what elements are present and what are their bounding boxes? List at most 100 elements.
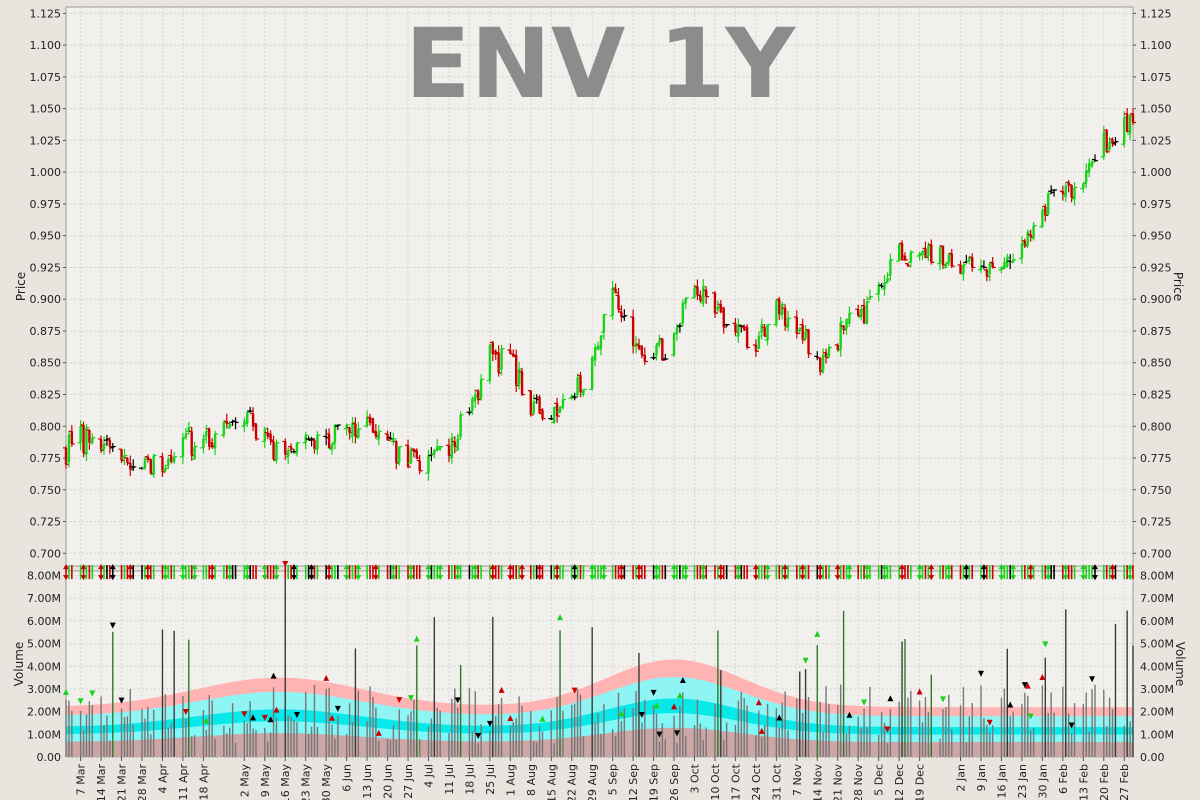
- date-tick-label: 4 Jul: [422, 764, 435, 788]
- date-tick-label: 27 Jun: [402, 764, 415, 799]
- signal-strip-mark: [355, 564, 362, 581]
- volume-tick-label: 5.00M: [1140, 638, 1174, 651]
- ohlc-bar: [1010, 253, 1017, 263]
- signal-strip-mark: [1080, 564, 1087, 581]
- ohlc-bar: [1130, 108, 1136, 126]
- volume-signal-marker: [182, 709, 189, 716]
- price-tick-label: 1.100: [30, 39, 62, 52]
- signal-strip-mark: [326, 564, 333, 581]
- signal-strip-mark: [1010, 564, 1017, 581]
- volume-axis-label-left: Volume: [12, 642, 26, 687]
- ohlc-bar: [244, 411, 251, 427]
- volume-signal-marker: [755, 699, 762, 706]
- ohlc-bar: [720, 306, 727, 334]
- volume-markers: [63, 560, 1096, 739]
- volume-signal-marker: [323, 674, 330, 681]
- volume-signal-marker: [571, 687, 578, 694]
- ohlc-bar: [478, 374, 485, 401]
- ohlc-bar: [68, 425, 75, 447]
- signal-strip-mark: [291, 564, 298, 581]
- volume-y-axis-right: 0.00 1.00M 2.00M 3.00M 4.00M 5.00M 6.00M 7.00M 8…: [1140, 570, 1174, 764]
- volume-signal-marker: [986, 719, 993, 726]
- price-tick-label: 0.775: [1140, 452, 1172, 465]
- volume-signal-marker: [1021, 682, 1028, 689]
- volume-signal-marker: [241, 711, 248, 718]
- ohlc-bar: [641, 347, 648, 365]
- signal-strip-mark: [998, 564, 1005, 581]
- date-tick-label: 13 Feb: [1077, 764, 1090, 800]
- price-axis-label-right: Price: [1171, 272, 1185, 301]
- ohlc-bar: [948, 248, 955, 269]
- ohlc-bar: [384, 430, 391, 441]
- volume-signal-marker: [679, 677, 686, 684]
- price-tick-label: 0.825: [1140, 388, 1172, 401]
- volume-panel: 0.00 1.00M 2.00M 3.00M 4.00M 5.00M 6.00M 7.00M 8…: [12, 560, 1187, 764]
- price-tick-label: 0.750: [1140, 484, 1172, 497]
- date-tick-label: 22 Aug: [566, 764, 579, 800]
- price-tick-label: 0.725: [30, 516, 62, 529]
- signal-strip-mark: [635, 564, 642, 581]
- volume-signal-marker: [676, 692, 683, 699]
- ohlc-bar: [65, 430, 72, 468]
- price-axis-label-left: Price: [14, 272, 28, 301]
- ohlc-bar: [121, 448, 128, 465]
- ohlc-bar: [390, 432, 397, 446]
- ohlc-bar: [969, 253, 976, 272]
- signal-strip-mark: [963, 564, 970, 581]
- signal-strip-mark: [425, 564, 432, 581]
- ohlc-bar: [744, 324, 751, 350]
- price-tick-label: 0.900: [30, 293, 62, 306]
- price-tick-label: 1.100: [1140, 39, 1172, 52]
- ohlc-bar: [1089, 159, 1096, 169]
- price-tick-label: 1.025: [1140, 134, 1172, 147]
- price-y-axis-right: 0.700 0.725 0.750 0.775 0.800 0.825 0.850 0.875…: [1133, 7, 1172, 560]
- volume-tick-label: 2.00M: [27, 706, 61, 719]
- signal-strip-mark: [1062, 564, 1069, 581]
- ohlc-bar: [527, 390, 534, 417]
- price-tick-label: 0.875: [30, 325, 62, 338]
- ohlc-bar: [700, 279, 707, 307]
- volume-tick-label: 2.00M: [1140, 706, 1174, 719]
- signal-strip-mark: [80, 564, 87, 581]
- signal-strip-mark: [179, 564, 186, 581]
- ohlc-bar: [396, 445, 403, 466]
- signal-strip-mark: [273, 564, 280, 581]
- ohlc-bar: [323, 429, 330, 446]
- volume-signal-marker: [656, 731, 663, 738]
- signal-strip-mark: [928, 564, 935, 581]
- signal-strip-mark: [817, 564, 824, 581]
- ohlc-bar: [723, 323, 730, 327]
- signal-strip-mark: [899, 564, 906, 581]
- price-tick-label: 1.050: [1140, 103, 1172, 116]
- ohlc-bar: [1086, 158, 1093, 178]
- signal-strip-mark: [489, 564, 496, 581]
- ohlc-bar: [1051, 189, 1058, 197]
- ohlc-bar: [413, 448, 420, 460]
- signal-strip-mark: [226, 564, 233, 581]
- ohlc-bar: [600, 313, 607, 340]
- date-tick-label: 12 Dec: [893, 764, 906, 800]
- volume-signal-marker: [671, 703, 678, 710]
- volume-tick-label: 5.00M: [27, 638, 61, 651]
- signal-strip-mark: [589, 564, 596, 581]
- signal-strip-mark: [554, 564, 561, 581]
- price-tick-label: 0.825: [30, 388, 62, 401]
- volume-signal-marker: [375, 729, 382, 736]
- price-y-axis-left: 0.700 0.725 0.750 0.775 0.800 0.825 0.850 0.875…: [30, 7, 66, 560]
- date-tick-label: 30 Jan: [1036, 764, 1049, 798]
- volume-signal-marker: [977, 670, 984, 677]
- price-bars: [63, 107, 1136, 481]
- ohlc-bar: [334, 424, 341, 430]
- date-tick-label: 13 Jun: [361, 764, 374, 799]
- date-tick-label: 16 May: [279, 764, 292, 800]
- ohlc-bar: [887, 253, 894, 281]
- date-tick-label: 14 Nov: [811, 764, 824, 800]
- signal-strip-mark: [63, 564, 69, 581]
- volume-signal-marker: [638, 712, 645, 719]
- signal-strip-mark: [571, 564, 578, 581]
- ohlc-bar: [703, 286, 710, 304]
- volume-signal-marker: [118, 697, 125, 704]
- price-tick-label: 1.075: [1140, 71, 1172, 84]
- ohlc-bar: [659, 337, 666, 362]
- volume-axis-label-right: Volume: [1173, 642, 1187, 687]
